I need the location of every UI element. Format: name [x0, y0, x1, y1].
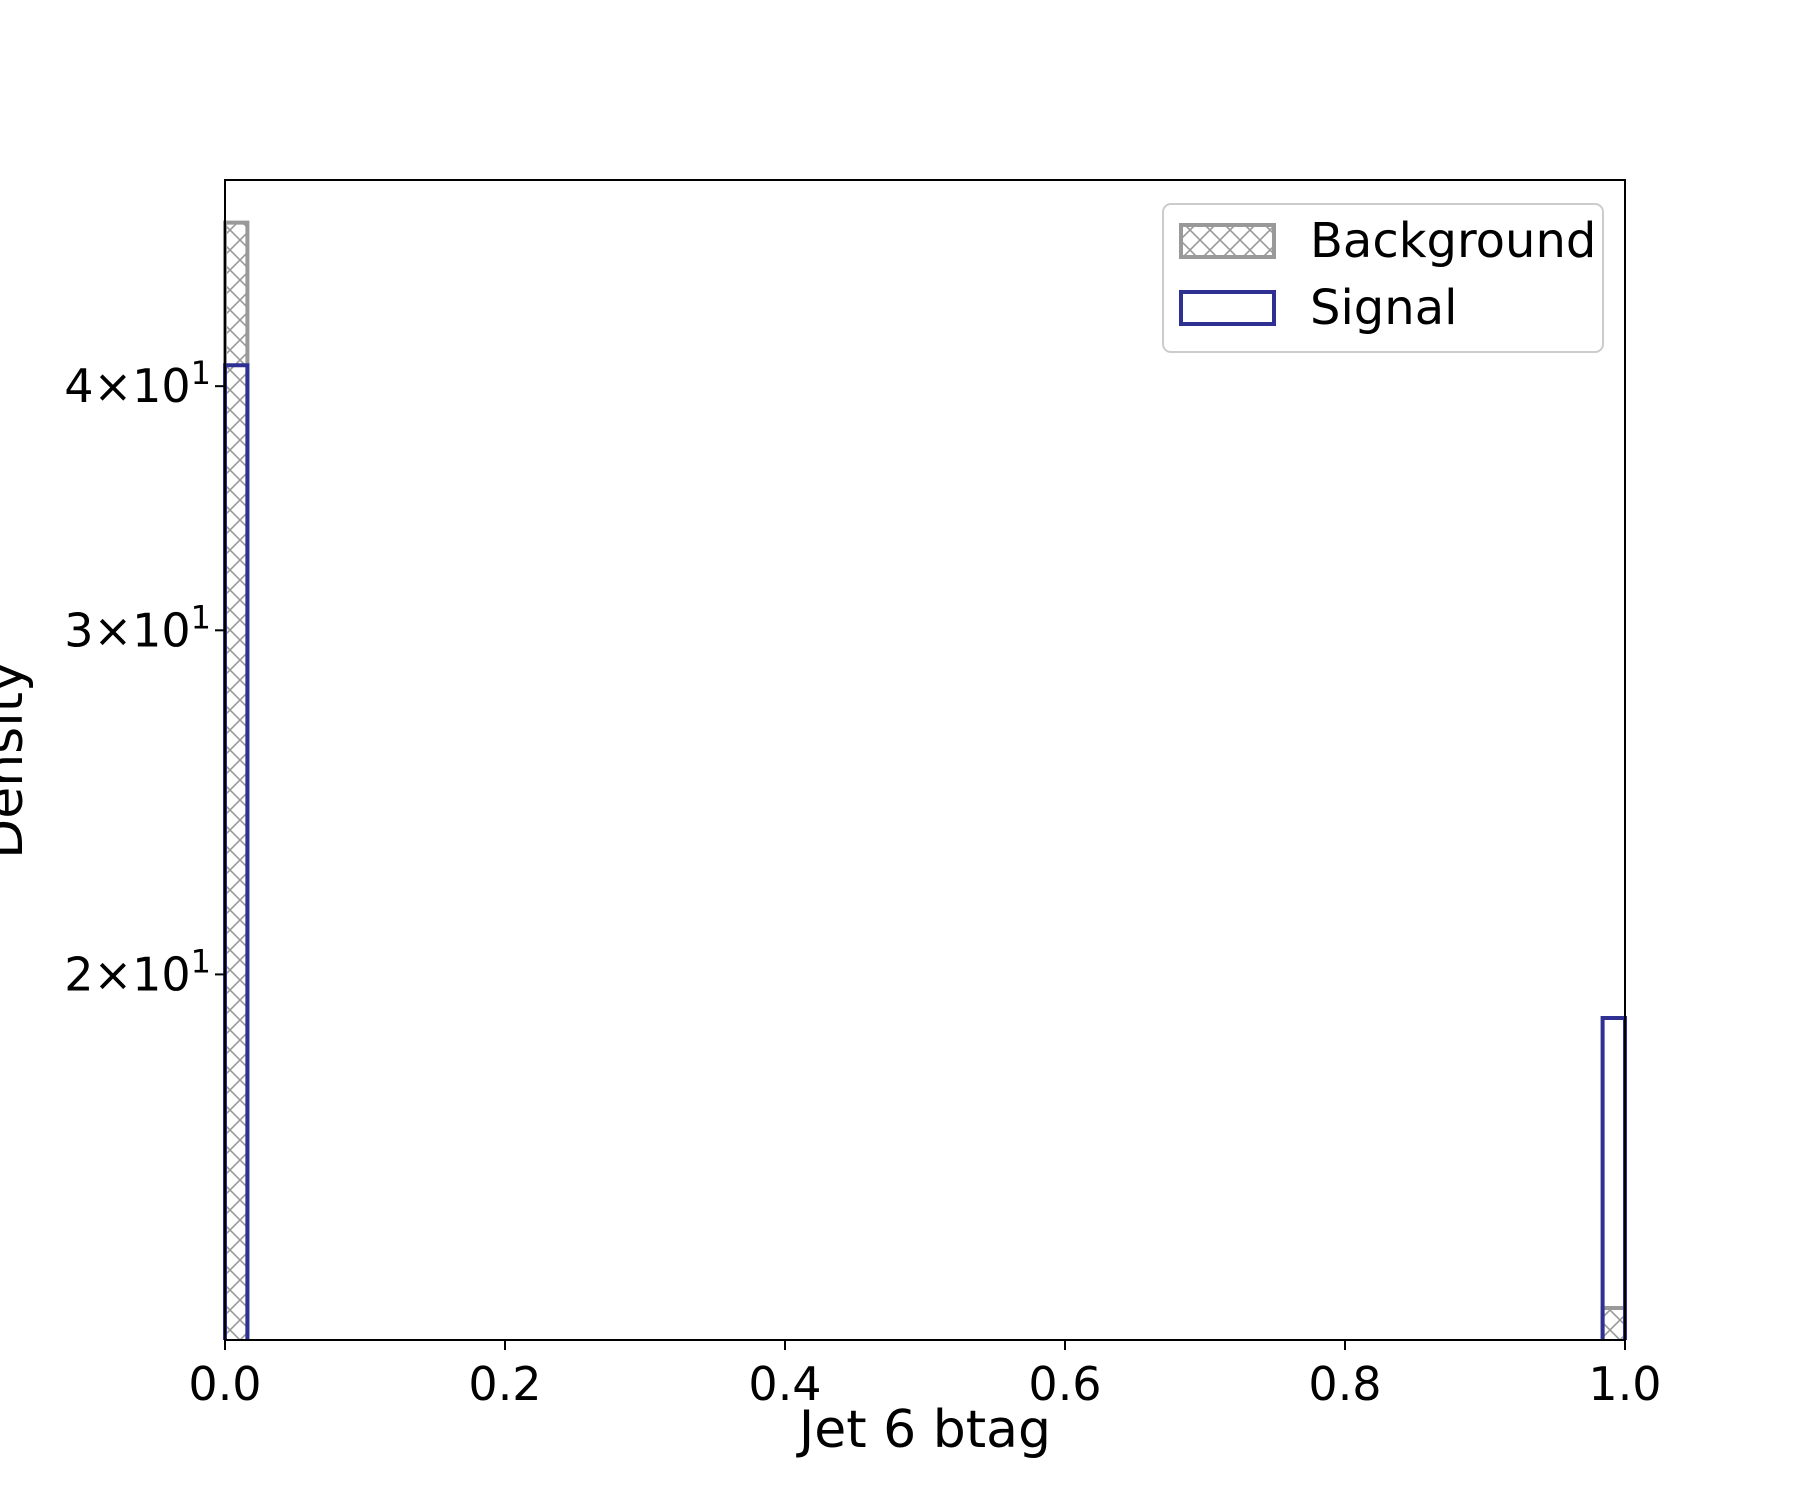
legend-label-signal: Signal	[1310, 280, 1457, 336]
x-tick-label-3: 0.6	[1028, 1357, 1101, 1411]
histogram-bars	[223, 220, 1627, 1340]
y-tick-label-1: 3×101	[64, 598, 211, 657]
legend-label-background: Background	[1310, 213, 1596, 269]
y-tick-label-0: 2×101	[64, 942, 211, 1001]
x-axis-label: Jet 6 btag	[796, 1400, 1051, 1460]
x-tick-label-4: 0.8	[1308, 1357, 1381, 1411]
y-axis-label: Density	[0, 661, 35, 859]
legend-swatch-signal	[1179, 290, 1276, 326]
legend: Background Signal	[1162, 203, 1604, 353]
x-axis: 0.0 0.2 0.4 0.6 0.8 1.0	[188, 1340, 1662, 1411]
bar-signal-1	[1600, 1015, 1627, 1340]
x-tick-label-5: 1.0	[1588, 1357, 1661, 1411]
y-axis: 2×101 3×101 4×101	[64, 354, 225, 1001]
bar-background-0-fill	[225, 222, 248, 1340]
x-tick-label-1: 0.2	[468, 1357, 541, 1411]
legend-swatch-background	[1179, 223, 1276, 259]
bar-background-1-fill	[1602, 1307, 1625, 1340]
y-tick-label-2: 4×101	[64, 354, 211, 413]
x-tick-label-0: 0.0	[188, 1357, 261, 1411]
plot-frame	[224, 179, 1626, 1341]
x-tick-label-2: 0.4	[748, 1357, 821, 1411]
